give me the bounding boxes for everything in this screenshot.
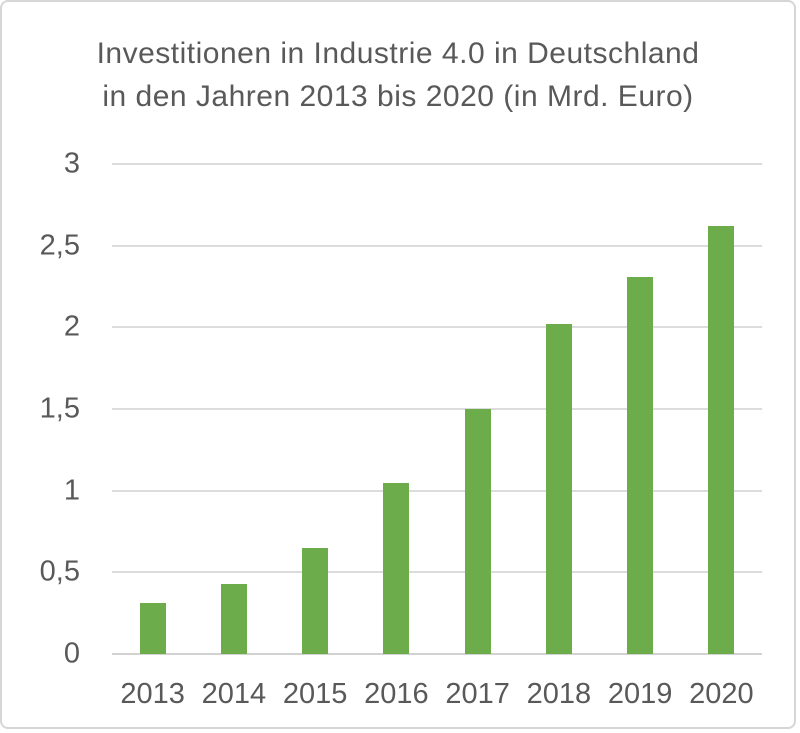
x-tick-label-2013: 2013 (120, 678, 185, 710)
y-tick-label-2,5: 2,5 (39, 229, 80, 262)
bar-2020 (708, 226, 735, 654)
y-tick-label-0: 0 (63, 637, 80, 670)
bar-2017 (464, 409, 491, 654)
bar-column-2020 (681, 164, 762, 654)
chart-title-line-1: Investitionen in Industrie 4.0 in Deutsc… (96, 37, 700, 70)
bar-column-2013 (112, 164, 193, 654)
y-axis: 0 0,5 1 1,5 2 2,5 3 (2, 149, 80, 668)
x-axis: 2013 2014 2015 2016 2017 2018 2019 2020 (112, 678, 762, 711)
gridline-2,5 (112, 244, 762, 247)
gridline-2 (112, 326, 762, 329)
plot-area (112, 163, 762, 655)
bar-2018 (545, 324, 572, 654)
bar-2013 (139, 603, 166, 654)
x-tick-label-2019: 2019 (607, 678, 673, 710)
x-tick-label-2020: 2020 (689, 678, 754, 710)
bar-series (112, 164, 762, 654)
bar-2019 (627, 276, 654, 654)
y-tick-label-1: 1 (63, 474, 80, 507)
y-tick-label-1,5: 1,5 (39, 392, 80, 425)
y-tick-label-0,5: 0,5 (39, 555, 80, 588)
chart-title-line-2: in den Jahren 2013 bis 2020 (in Mrd. Eur… (102, 80, 694, 113)
x-tick-label-2014: 2014 (201, 678, 267, 710)
x-tick-label-2016: 2016 (364, 678, 429, 710)
bar-2016 (383, 482, 410, 654)
gridline-0 (112, 653, 762, 655)
gridline-1,5 (112, 408, 762, 410)
bar-column-2018 (518, 164, 599, 654)
x-tick-label-2015: 2015 (282, 678, 348, 710)
gridline-1 (112, 489, 762, 492)
bar-2014 (220, 583, 247, 654)
bar-column-2015 (275, 164, 356, 654)
bar-column-2019 (600, 164, 681, 654)
chart-title: Investitionen in Industrie 4.0 in Deutsc… (2, 32, 794, 118)
bar-column-2017 (437, 164, 518, 654)
gridline-0,5 (112, 571, 762, 574)
x-tick-label-2018: 2018 (526, 678, 592, 710)
x-tick-label-2017: 2017 (445, 678, 510, 710)
bar-column-2016 (356, 164, 437, 654)
bar-column-2014 (193, 164, 274, 654)
bar-2015 (302, 547, 329, 654)
y-tick-label-2: 2 (63, 310, 80, 343)
y-tick-label-3: 3 (63, 147, 80, 180)
gridline-3 (112, 163, 762, 165)
